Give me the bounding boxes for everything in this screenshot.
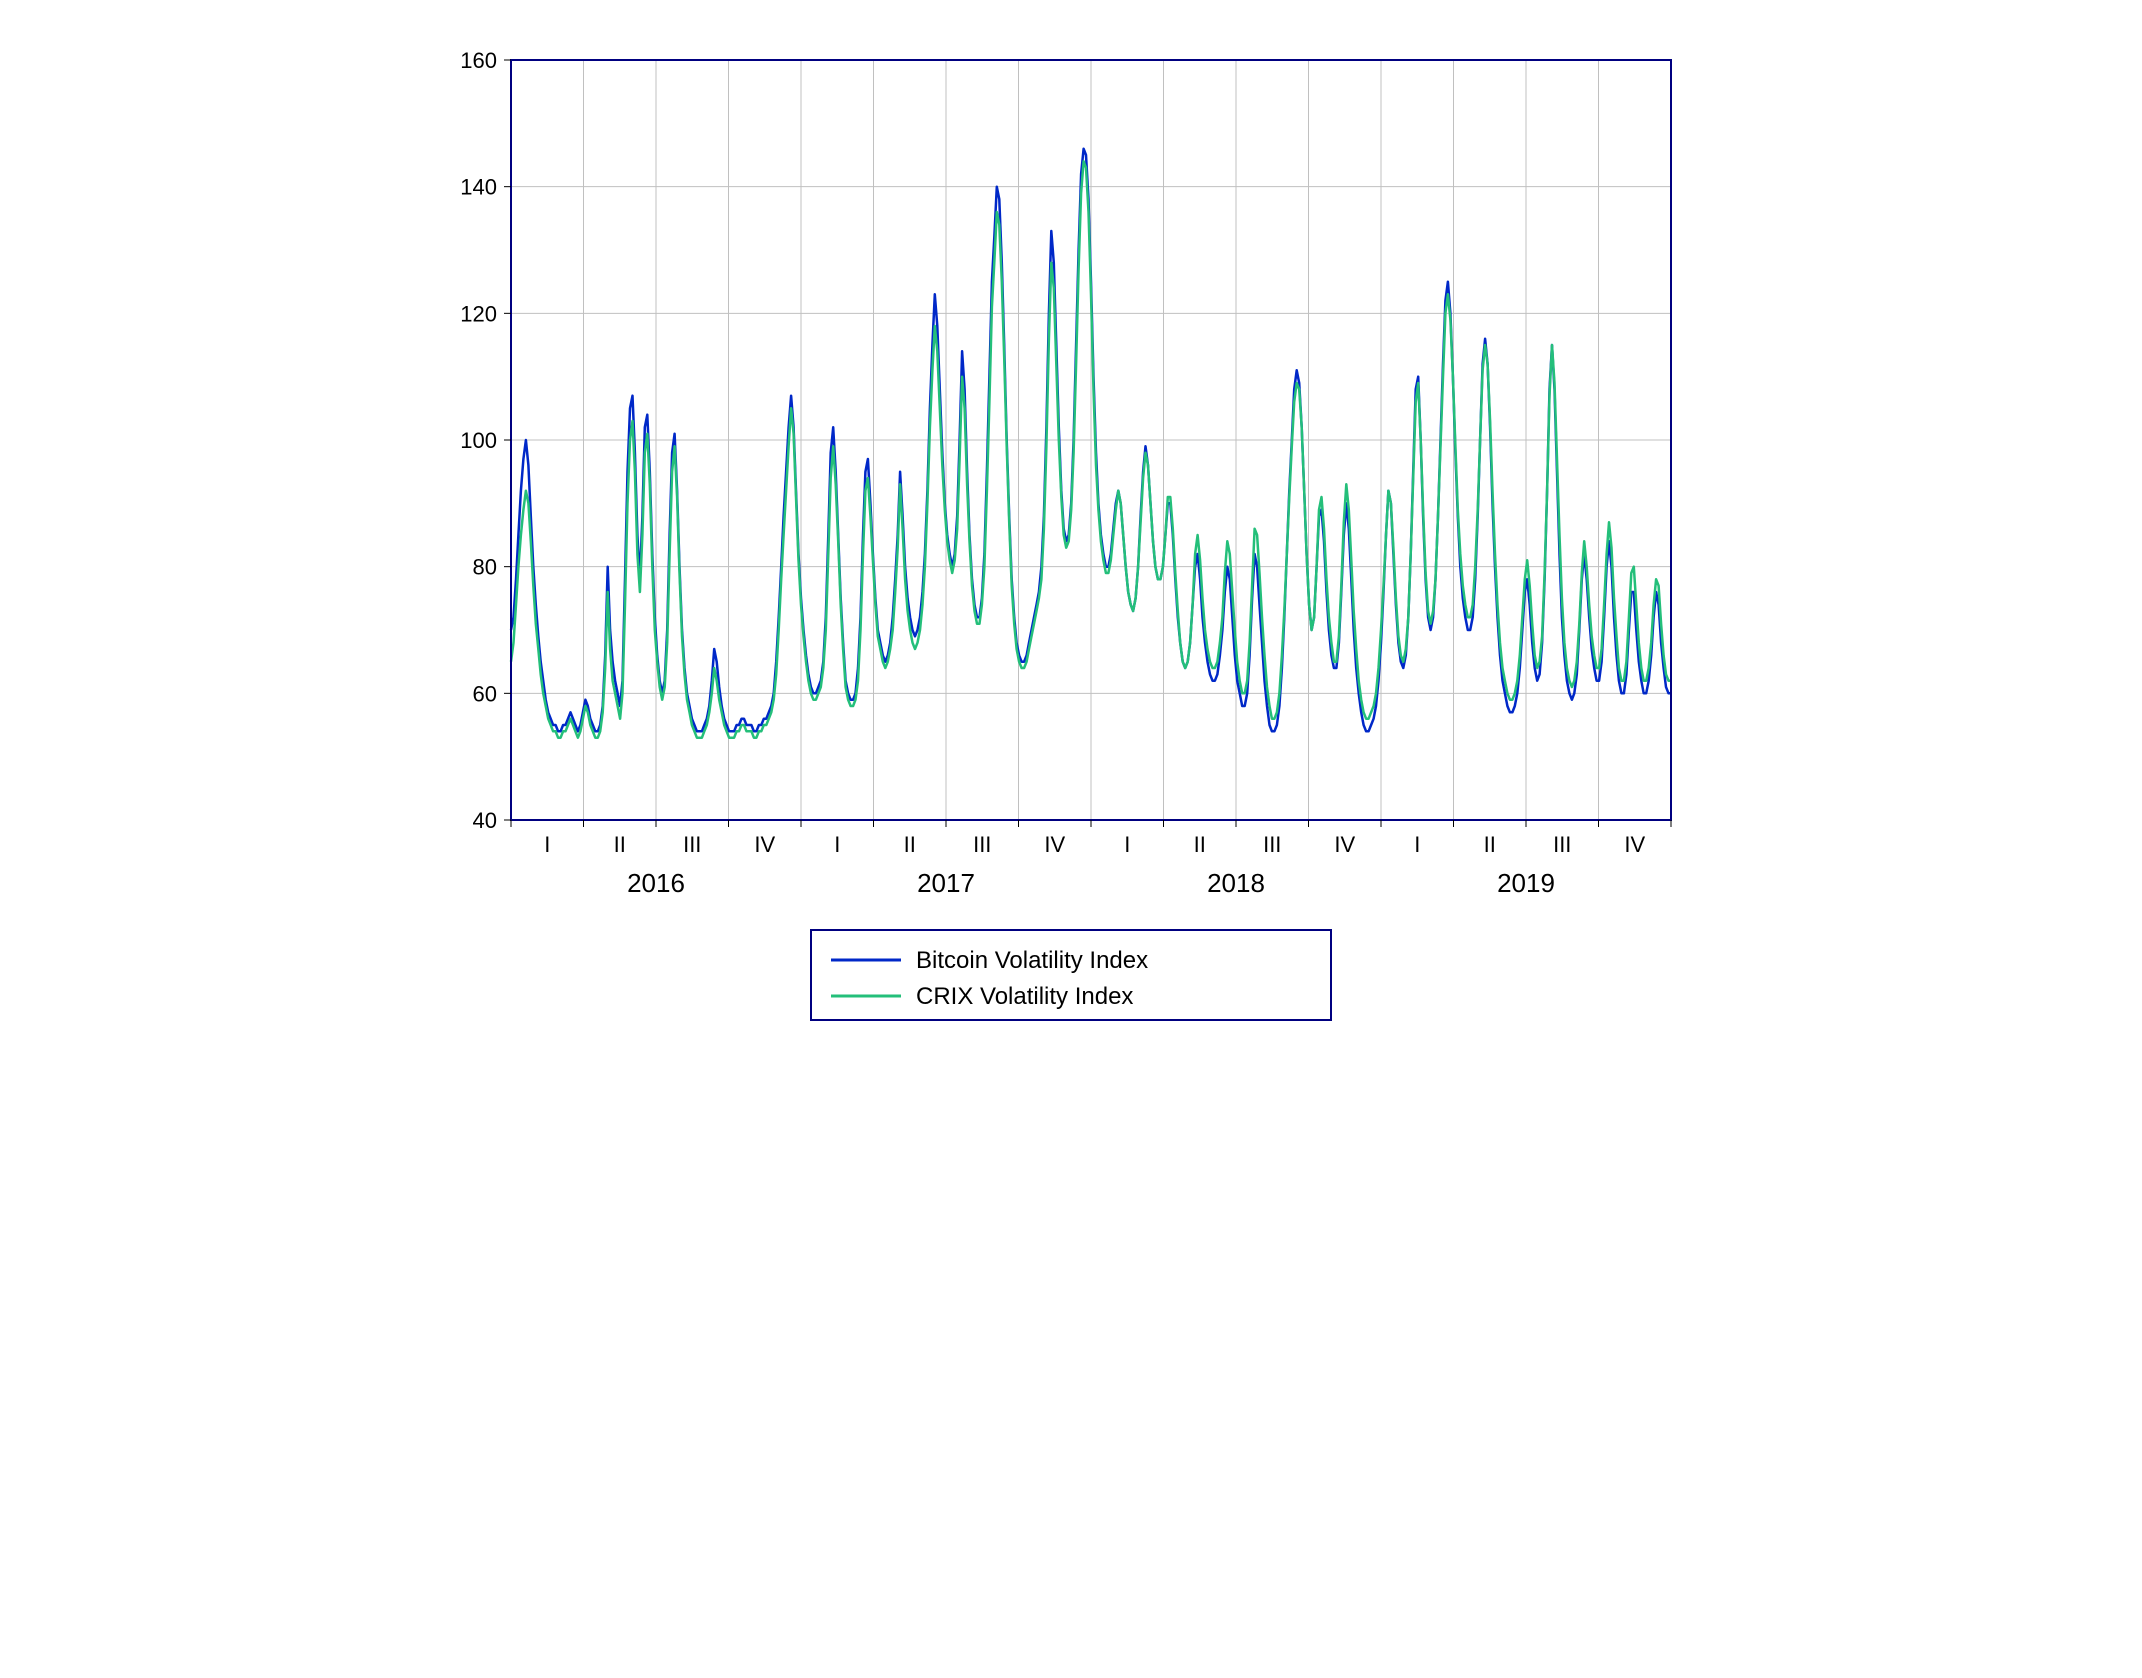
legend-label: Bitcoin Volatility Index [916, 947, 1148, 974]
y-tick-label: 80 [473, 555, 497, 580]
x-year-label: 2019 [1497, 868, 1555, 898]
x-quarter-label: II [1484, 832, 1496, 857]
x-year-label: 2017 [917, 868, 975, 898]
x-quarter-label: I [834, 832, 840, 857]
x-quarter-label: IV [1334, 832, 1355, 857]
x-quarter-label: I [1124, 832, 1130, 857]
x-quarter-label: IV [754, 832, 775, 857]
x-year-label: 2018 [1207, 868, 1265, 898]
x-quarter-label: III [683, 832, 701, 857]
legend-label: CRIX Volatility Index [916, 983, 1133, 1010]
x-quarter-label: II [1194, 832, 1206, 857]
x-quarter-label: I [1414, 832, 1420, 857]
x-quarter-label: IV [1044, 832, 1065, 857]
y-tick-label: 140 [460, 175, 497, 200]
chart-svg: 406080100120140160IIIIIIIVIIIIIIIVIIIIII… [431, 40, 1711, 1040]
volatility-chart: 406080100120140160IIIIIIIVIIIIIIIVIIIIII… [431, 40, 1711, 1040]
x-quarter-label: III [973, 832, 991, 857]
x-year-label: 2016 [627, 868, 685, 898]
y-tick-label: 60 [473, 681, 497, 706]
x-quarter-label: II [904, 832, 916, 857]
x-quarter-label: IV [1624, 832, 1645, 857]
x-quarter-label: I [544, 832, 550, 857]
y-tick-label: 120 [460, 301, 497, 326]
y-tick-label: 160 [460, 48, 497, 73]
y-tick-label: 40 [473, 808, 497, 833]
x-quarter-label: II [614, 832, 626, 857]
x-quarter-label: III [1263, 832, 1281, 857]
x-quarter-label: III [1553, 832, 1571, 857]
y-tick-label: 100 [460, 428, 497, 453]
